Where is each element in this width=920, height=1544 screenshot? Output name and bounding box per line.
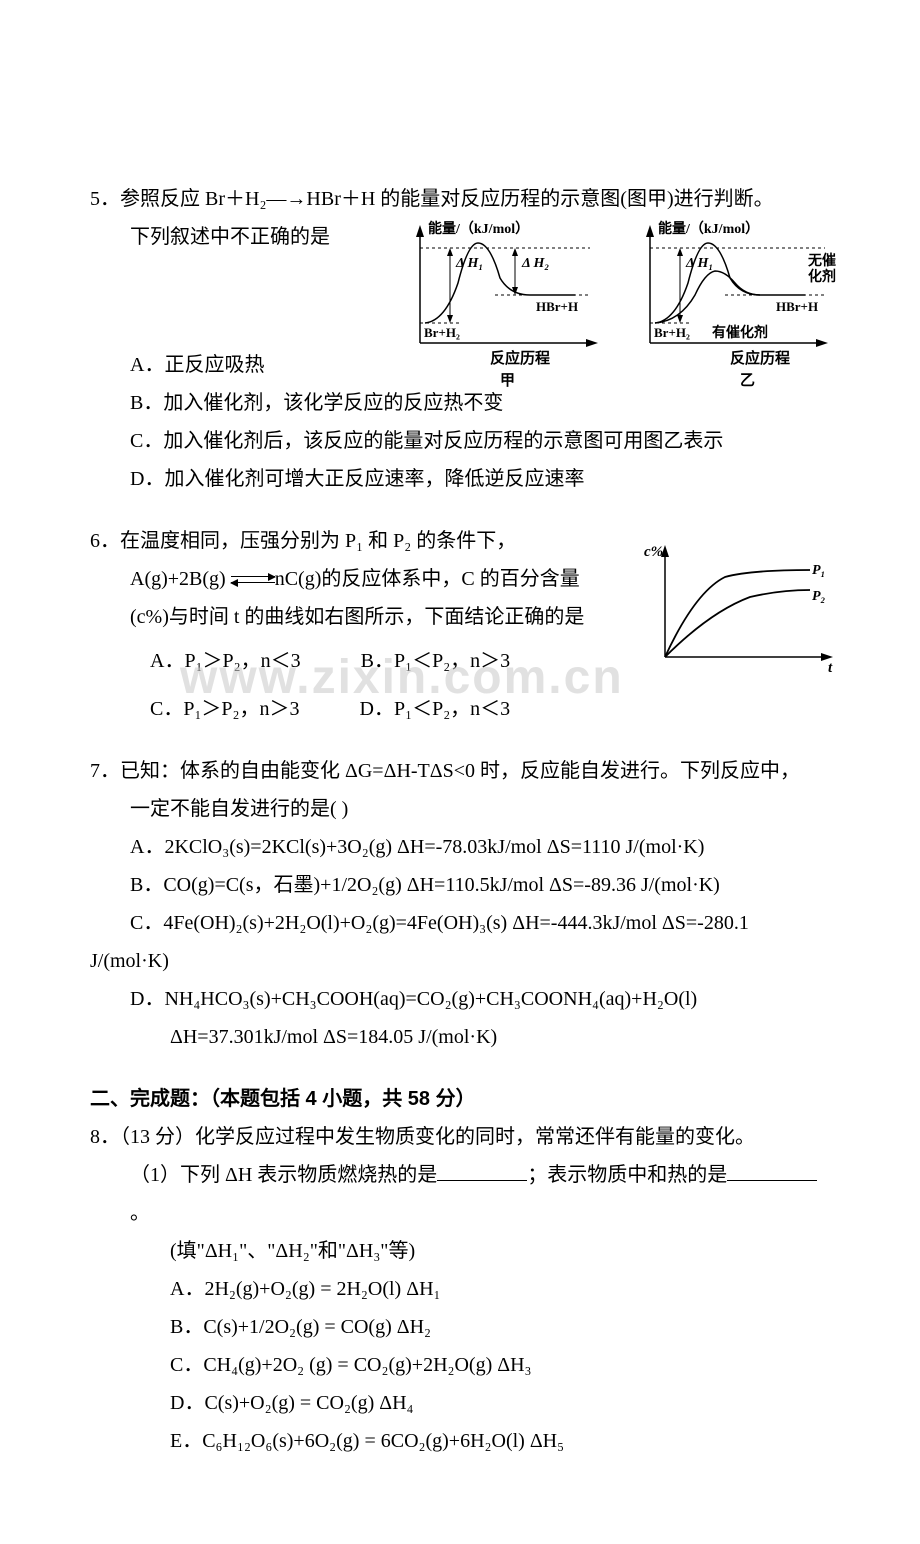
blank-2[interactable]	[727, 1160, 817, 1181]
q8-opt-c: C．CH₄(g)+2O₂ (g) = CO₂(g)+2H₂O(g) ΔH₃	[90, 1346, 830, 1384]
q7-opt-b: B．CO(g)=C(s，石墨)+1/2O₂(g) ΔH=110.5kJ/mol …	[90, 866, 830, 904]
svg-text:Δ H₁: Δ H₁	[455, 256, 483, 271]
q6-opts-row2: C．P₁＞P₂，n＞3 D．P₁＜P₂，n＜3	[90, 690, 830, 728]
q7-opt-d-2: ΔH=37.301kJ/mol ΔS=184.05 J/(mol·K)	[90, 1018, 830, 1056]
q6-opt-b: B．P₁＜P₂，n＞3	[361, 642, 511, 680]
q8-opt-a: A．2H₂(g)+O₂(g) = 2H₂O(l) ΔH₁	[90, 1270, 830, 1308]
svg-text:P₂: P₂	[812, 589, 826, 604]
svg-text:P₁: P₁	[812, 563, 825, 578]
question-7: 7．已知：体系的自由能变化 ΔG=ΔH-TΔS<0 时，反应能自发进行。下列反应…	[90, 752, 830, 1056]
q5-stem-2: 下列叙述中不正确的是	[90, 218, 380, 256]
svg-text:Br+H₂: Br+H₂	[424, 325, 460, 340]
q7-stem-1: 7．已知：体系的自由能变化 ΔG=ΔH-TΔS<0 时，反应能自发进行。下列反应…	[90, 752, 830, 790]
svg-text:化剂: 化剂	[808, 268, 836, 285]
q5-opt-d: D．加入催化剂可增大正反应速率，降低逆反应速率	[90, 460, 830, 498]
svg-text:反应历程: 反应历程	[490, 349, 550, 367]
q6-chart: c% t P₁ P₂	[640, 542, 840, 695]
question-6: www.zixin.com.cn 6．在温度相同，压强分别为 P₁ 和 P₂ 的…	[90, 522, 830, 728]
svg-text:HBr+H: HBr+H	[776, 299, 818, 314]
question-8: 8．（13 分）化学反应过程中发生物质变化的同时，常常还伴有能量的变化。 （1）…	[90, 1118, 830, 1460]
svg-text:Δ H₁: Δ H₁	[685, 256, 713, 271]
svg-text:Δ H₂: Δ H₂	[521, 256, 549, 271]
q7-opt-a: A．2KClO₃(s)=2KCl(s)+3O₂(g) ΔH=-78.03kJ/m…	[90, 828, 830, 866]
equilibrium-arrow-icon	[231, 573, 275, 587]
svg-text:能量/（kJ/mol）: 能量/（kJ/mol）	[658, 220, 759, 237]
q6-opt-a: A．P₁＞P₂，n＜3	[150, 642, 301, 680]
q8-stem: 8．（13 分）化学反应过程中发生物质变化的同时，常常还伴有能量的变化。	[90, 1118, 830, 1156]
q6-opt-c: C．P₁＞P₂，n＞3	[150, 690, 300, 728]
svg-text:t: t	[828, 660, 833, 676]
energy-diagram-svg: 能量/（kJ/mol） Δ H₁	[390, 218, 850, 413]
q8-opt-b: B．C(s)+1/2O₂(g) = CO(g) ΔH₂	[90, 1308, 830, 1346]
fig1-ylabel: 能量/（kJ/mol）	[428, 220, 529, 237]
q7-opt-c: C．4Fe(OH)₂(s)+2H₂O(l)+O₂(g)=4Fe(OH)₃(s) …	[90, 904, 830, 942]
svg-text:甲: 甲	[500, 372, 515, 389]
q7-opt-c-cont: J/(mol·K)	[90, 942, 830, 980]
q7-stem-2: 一定不能自发进行的是( )	[90, 790, 830, 828]
question-5: 5．参照反应 Br＋H₂―→HBr＋H 的能量对反应历程的示意图(图甲)进行判断…	[90, 180, 830, 498]
svg-text:c%: c%	[644, 544, 663, 560]
q5-opt-c: C．加入催化剂后，该反应的能量对反应历程的示意图可用图乙表示	[90, 422, 830, 460]
q8-p1: （1）下列 ΔH 表示物质燃烧热的是；表示物质中和热的是。	[90, 1156, 830, 1232]
q5-figures: 能量/（kJ/mol） Δ H₁	[390, 218, 850, 426]
svg-text:无催: 无催	[807, 252, 836, 269]
q6-opt-d: D．P₁＜P₂，n＜3	[360, 690, 511, 728]
svg-text:Br+H₂: Br+H₂	[654, 325, 690, 340]
svg-text:HBr+H: HBr+H	[536, 299, 578, 314]
section-2-heading: 二、完成题：（本题包括 4 小题，共 58 分）	[90, 1080, 830, 1118]
svg-text:反应历程: 反应历程	[730, 349, 790, 367]
q5-stem-1: 5．参照反应 Br＋H₂―→HBr＋H 的能量对反应历程的示意图(图甲)进行判断…	[90, 180, 830, 218]
q7-opt-d: D．NH₄HCO₃(s)+CH₃COOH(aq)=CO₂(g)+CH₃COONH…	[90, 980, 830, 1018]
svg-text:乙: 乙	[740, 373, 755, 389]
svg-text:有催化剂: 有催化剂	[712, 324, 768, 341]
blank-1[interactable]	[437, 1160, 527, 1181]
q8-p1-hint: (填"ΔH₁"、"ΔH₂"和"ΔH₃"等)	[90, 1232, 830, 1270]
q8-opt-e: E．C₆H₁₂O₆(s)+6O₂(g) = 6CO₂(g)+6H₂O(l) ΔH…	[90, 1422, 830, 1460]
q8-opt-d: D．C(s)+O₂(g) = CO₂(g) ΔH₄	[90, 1384, 830, 1422]
